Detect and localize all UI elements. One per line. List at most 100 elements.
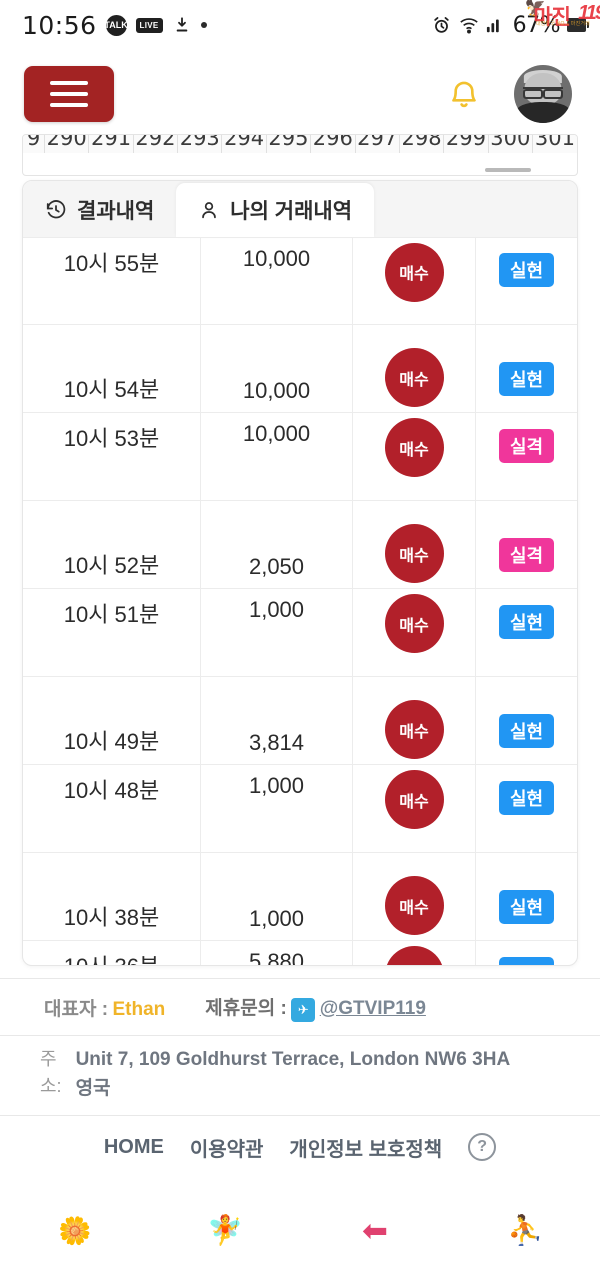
telegram-icon[interactable]: ✈ (291, 997, 316, 1022)
representative-block: 대표자 : Ethan (44, 994, 165, 1021)
nav-accessibility-button[interactable]: ⛹ (450, 1214, 600, 1248)
footer-divider (0, 978, 600, 979)
footer-divider (0, 1035, 600, 1036)
cell-status: 실현 (476, 677, 577, 764)
cell-amount: 10,000 (201, 413, 353, 500)
nav-back-button[interactable]: ⬅ (300, 1213, 450, 1249)
round-number-cell[interactable]: 296 (311, 135, 356, 153)
status-badge: 실현 (498, 956, 555, 965)
table-row[interactable]: 10시 38분 1,000 매수 실현 (23, 853, 577, 941)
nav-home-button[interactable]: 🧚 (150, 1214, 300, 1248)
round-number-cell[interactable]: 300 (488, 135, 533, 153)
status-bar-left: 10:56 TALK LIVE (22, 11, 207, 40)
address-label: 주 소: (40, 1049, 62, 1096)
table-row[interactable]: 10시 53분 10,000 매수 실격 (23, 413, 577, 501)
footer-link-privacy[interactable]: 개인정보 보호정책 (289, 1138, 443, 1161)
tab-bar: 결과내역 나의 거래내역 (23, 181, 577, 237)
round-number-cell[interactable]: 9 (23, 135, 45, 153)
accessibility-icon: ⛹ (506, 1215, 544, 1247)
footer-nav: HOME 이용약관 개인정보 보호정책? (0, 1116, 600, 1178)
site-footer: 대표자 : Ethan 제휴문의 : ✈ @GTVIP119 주 소: Unit… (0, 978, 600, 1178)
tab-label: 결과내역 (77, 200, 155, 223)
round-number-cell[interactable]: 301 (532, 135, 577, 153)
person-icon (198, 199, 220, 221)
table-row[interactable]: 10시 54분 10,000 매수 실현 (23, 325, 577, 413)
notification-bell-icon[interactable] (444, 72, 484, 116)
signal-icon (486, 15, 506, 35)
download-icon (172, 15, 192, 35)
footer-link-home[interactable]: HOME (103, 1135, 164, 1158)
side-badge: 매수 (384, 594, 444, 653)
round-number-cell[interactable]: 299 (444, 135, 489, 153)
status-badge: 실격 (498, 428, 555, 463)
table-row[interactable]: 10시 55분 10,000 매수 실현 (23, 237, 577, 325)
partnership-block: 제휴문의 : ✈ @GTVIP119 (205, 993, 426, 1022)
footer-contact-row: 대표자 : Ethan 제휴문의 : ✈ @GTVIP119 (0, 979, 600, 1035)
status-badge: 실현 (498, 604, 555, 639)
round-number-cell[interactable]: 295 (266, 135, 312, 153)
partnership-label: 제휴문의 : (205, 997, 287, 1019)
horizontal-scrollbar[interactable] (485, 168, 531, 172)
table-row[interactable]: 10시 51분 1,000 매수 실현 (23, 589, 577, 677)
tab-bar-filler (374, 183, 577, 237)
cell-status: 실현 (476, 238, 577, 324)
side-badge: 매수 (384, 770, 444, 829)
side-badge: 매수 (384, 700, 444, 759)
history-icon (45, 199, 67, 221)
round-number-strip[interactable]: 9 290 291 292 293 294 295 296 297 298 299 300 301 (22, 134, 578, 176)
menu-icon-bar (50, 92, 88, 96)
battery-icon (567, 18, 589, 32)
address-line-1: Unit 7, 109 Goldhurst Terrace, London NW… (75, 1049, 511, 1070)
cell-status: 실현 (476, 325, 577, 412)
round-number-cell[interactable]: 294 (222, 135, 267, 153)
cell-side: 매수 (353, 677, 476, 764)
android-nav-bar: 🌼 🧚 ⬅ ⛹ (0, 1195, 600, 1267)
cell-time: 10시 55분 (23, 238, 201, 324)
cell-status: 실현 (476, 941, 577, 965)
table-row[interactable]: 10시 49분 3,814 매수 실현 (23, 677, 577, 765)
telegram-handle-link[interactable]: @GTVIP119 (319, 997, 426, 1019)
cell-side: 매수 (353, 589, 476, 676)
cell-status: 실현 (476, 853, 577, 940)
round-number-list: 9 290 291 292 293 294 295 296 297 298 299 300 301 (23, 135, 577, 153)
cell-amount: 5,880 (201, 941, 353, 965)
round-number-cell[interactable]: 291 (89, 135, 134, 153)
status-badge: 실현 (498, 253, 555, 287)
status-bar-right: 67% (432, 13, 589, 38)
kakaotalk-icon: TALK (104, 14, 128, 36)
status-badge: 실현 (498, 889, 555, 924)
menu-button[interactable] (24, 66, 114, 122)
cell-side: 매수 (353, 853, 476, 940)
round-number-cell[interactable]: 292 (133, 135, 179, 153)
back-arrow-icon: ⬅ (362, 1213, 388, 1248)
cell-side: 매수 (353, 501, 476, 588)
cell-time: 10시 49분 (23, 677, 201, 764)
alarm-icon (432, 15, 452, 35)
round-number-cell[interactable]: 293 (178, 135, 223, 153)
avatar[interactable] (514, 65, 572, 123)
table-row[interactable]: 10시 48분 1,000 매수 실현 (23, 765, 577, 853)
cell-amount: 10,000 (201, 325, 353, 412)
menu-icon-bar (50, 103, 88, 107)
tab-my-trades[interactable]: 나의 거래내역 (176, 183, 375, 237)
cell-amount: 1,000 (201, 765, 353, 852)
round-number-cell[interactable]: 298 (399, 135, 445, 153)
round-number-cell[interactable]: 290 (45, 135, 90, 153)
status-bar: 10:56 TALK LIVE 67% 🦅 마진 119 대한 (0, 0, 600, 50)
footer-link-terms[interactable]: 이용약관 (189, 1138, 264, 1161)
nav-recents-button[interactable]: 🌼 (0, 1215, 150, 1247)
tab-results[interactable]: 결과내역 (23, 183, 176, 237)
wifi-icon (459, 15, 479, 35)
cell-time: 10시 36분 (23, 941, 201, 965)
cell-status: 실격 (476, 501, 577, 588)
table-row[interactable]: 10시 52분 2,050 매수 실격 (23, 501, 577, 589)
address-value: Unit 7, 109 Goldhurst Terrace, London NW… (76, 1046, 511, 1103)
representative-label: 대표자 : (44, 998, 109, 1020)
cell-side: 매수 (353, 413, 476, 500)
app-header (0, 50, 600, 138)
help-icon[interactable]: ? (468, 1133, 497, 1161)
round-number-cell[interactable]: 297 (355, 135, 400, 153)
representative-name: Ethan (112, 998, 166, 1020)
